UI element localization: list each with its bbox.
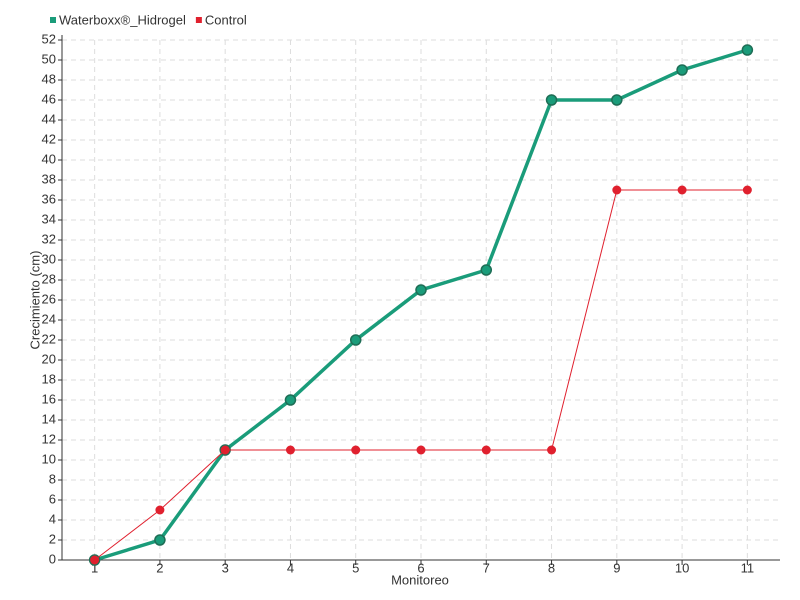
- y-tick-label: 40: [42, 151, 56, 166]
- y-tick-label: 42: [42, 131, 56, 146]
- y-tick-label: 20: [42, 351, 56, 366]
- x-tick-label: 3: [222, 560, 229, 575]
- y-tick-label: 6: [49, 491, 56, 506]
- y-tick-label: 18: [42, 371, 56, 386]
- point: [612, 185, 622, 195]
- y-tick-label: 16: [42, 391, 56, 406]
- point: [677, 185, 687, 195]
- x-tick-label: 11: [741, 560, 755, 575]
- point: [220, 445, 230, 455]
- x-axis-label: Monitoreo: [391, 572, 449, 587]
- legend-label: Control: [205, 12, 247, 27]
- point: [611, 94, 623, 106]
- y-tick-label: 28: [42, 271, 56, 286]
- point: [90, 555, 100, 565]
- point: [351, 445, 361, 455]
- legend-swatch: [50, 17, 56, 23]
- y-tick-label: 48: [42, 71, 56, 86]
- point: [480, 264, 493, 276]
- y-tick-label: 32: [42, 231, 56, 246]
- point: [741, 44, 754, 56]
- point: [349, 334, 362, 346]
- x-tick-label: 4: [287, 560, 294, 575]
- legend-swatch: [195, 17, 202, 23]
- x-tick-label: 5: [352, 560, 359, 575]
- point: [415, 284, 427, 296]
- point: [155, 505, 165, 515]
- point: [284, 394, 297, 406]
- point: [547, 445, 557, 455]
- legend-label: Waterboxx®_Hidrogel: [59, 12, 186, 27]
- point: [154, 534, 166, 546]
- y-tick-label: 34: [42, 211, 56, 226]
- y-axis-label: Crecimiento (cm): [27, 251, 42, 350]
- y-tick-label: 36: [42, 191, 56, 206]
- x-tick-label: 1: [91, 560, 98, 575]
- y-tick-label: 10: [42, 451, 56, 466]
- x-tick-label: 9: [613, 560, 620, 575]
- y-tick-label: 0: [49, 551, 56, 566]
- y-tick-label: 52: [42, 31, 56, 46]
- y-tick-label: 26: [42, 291, 56, 306]
- y-tick-label: 14: [42, 411, 56, 426]
- x-tick-label: 2: [156, 560, 163, 575]
- point: [481, 445, 491, 455]
- point: [545, 94, 558, 106]
- point: [742, 185, 752, 195]
- y-tick-label: 8: [49, 471, 56, 486]
- y-tick-label: 30: [42, 251, 56, 266]
- y-tick-label: 24: [42, 311, 56, 326]
- y-tick-label: 46: [42, 91, 56, 106]
- x-tick-label: 6: [417, 560, 424, 575]
- y-tick-label: 38: [42, 171, 56, 186]
- y-tick-label: 22: [42, 331, 56, 346]
- y-tick-label: 2: [49, 531, 56, 546]
- point: [676, 64, 688, 76]
- y-tick-label: 44: [42, 111, 56, 126]
- x-tick-label: 10: [675, 560, 689, 575]
- x-tick-label: 8: [548, 560, 555, 575]
- y-tick-label: 4: [49, 511, 56, 526]
- x-tick-label: 7: [483, 560, 490, 575]
- point: [416, 445, 426, 455]
- point: [285, 445, 295, 455]
- y-tick-label: 12: [42, 431, 56, 446]
- y-tick-label: 50: [42, 51, 56, 66]
